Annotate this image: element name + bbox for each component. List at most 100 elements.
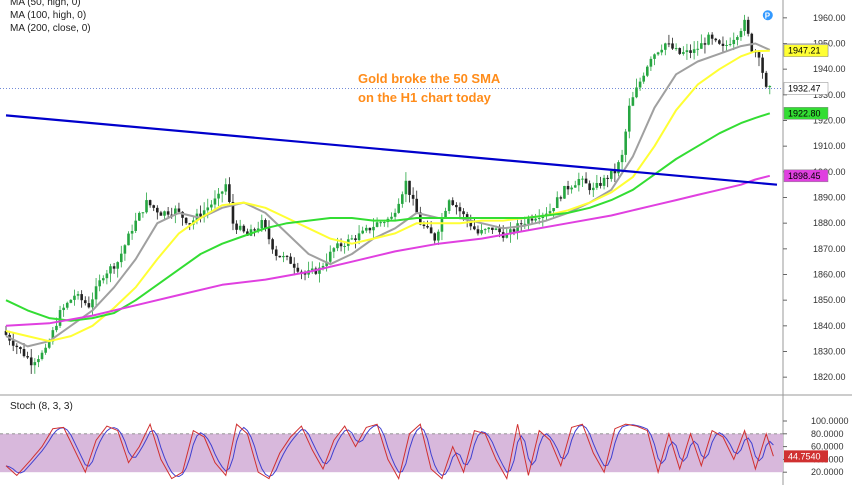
- candle-body: [174, 208, 177, 215]
- candle-body: [728, 44, 732, 46]
- candle-body: [235, 223, 238, 230]
- candle-body: [181, 211, 184, 218]
- candle-body: [429, 227, 433, 234]
- price-tag: [783, 44, 829, 57]
- legend-ma-200: MA (200, close, 0): [10, 23, 91, 34]
- candle-body: [238, 225, 242, 230]
- y-tick-label: 1890.00: [813, 193, 846, 203]
- candle-body: [736, 37, 739, 40]
- candle-body: [372, 226, 375, 231]
- y-tick-label: 1820.00: [813, 372, 846, 382]
- candle-body: [44, 347, 47, 353]
- candle-body: [761, 57, 764, 73]
- candle-body: [260, 220, 264, 229]
- candle-body: [404, 180, 408, 195]
- candle-body: [563, 185, 566, 199]
- series-ma-100: [5, 49, 770, 343]
- candle-body: [83, 300, 87, 304]
- y-tick-label: 1940.00: [813, 64, 846, 74]
- candle-body: [606, 177, 609, 179]
- candle-body: [148, 200, 152, 206]
- candle-body: [505, 234, 509, 238]
- candle-body: [22, 349, 26, 357]
- candle-body: [65, 302, 69, 308]
- stoch-tick-label: 80.0000: [811, 429, 844, 439]
- candle-body: [642, 75, 645, 82]
- candle-body: [332, 248, 336, 252]
- candle-body: [382, 222, 386, 224]
- candle-body: [224, 184, 228, 192]
- candle-body: [116, 262, 119, 269]
- candle-body: [487, 227, 491, 230]
- price-tag-label: 1922.80: [788, 108, 821, 118]
- candle-body: [584, 178, 588, 184]
- candle-body: [134, 220, 138, 231]
- candle-body: [656, 52, 660, 55]
- y-tick-label: 1840.00: [813, 321, 846, 331]
- annotation-line-2: on the H1 chart today: [358, 90, 491, 105]
- candle-body: [26, 356, 29, 358]
- candle-body: [721, 43, 725, 46]
- candle-body: [199, 213, 202, 217]
- candle-body: [19, 347, 22, 350]
- candle-body: [437, 231, 440, 241]
- candle-body: [202, 210, 206, 217]
- y-tick-label: 1870.00: [813, 244, 846, 254]
- candle-body: [33, 362, 37, 366]
- candle-body: [426, 226, 429, 228]
- candle-body: [483, 229, 487, 231]
- candle-body: [285, 255, 289, 257]
- candle-body: [152, 205, 156, 208]
- candle-body: [458, 207, 462, 212]
- candle-body: [296, 267, 300, 272]
- candle-body: [318, 267, 321, 274]
- candle-body: [512, 229, 516, 232]
- candle-body: [159, 212, 163, 216]
- candle-body: [264, 220, 267, 229]
- candle-body: [328, 251, 332, 262]
- candle-body: [29, 357, 33, 366]
- candle-body: [559, 197, 563, 199]
- candle-body: [750, 33, 754, 52]
- candle-body: [228, 184, 231, 202]
- candle-body: [390, 216, 393, 219]
- price-tag: [783, 82, 829, 95]
- candle-body: [210, 204, 213, 208]
- candle-body: [667, 43, 671, 45]
- candle-body: [156, 207, 159, 213]
- candle-body: [184, 217, 188, 224]
- p-marker-icon: [762, 10, 773, 21]
- price-tag-label: 1898.45: [788, 171, 821, 181]
- candle-body: [274, 249, 278, 256]
- candle-body: [631, 97, 635, 106]
- candle-body: [545, 213, 548, 215]
- candle-body: [130, 230, 134, 234]
- candle-body: [58, 310, 62, 326]
- candle-body: [768, 86, 772, 88]
- candle-body: [213, 198, 217, 205]
- series-ma-50: [5, 42, 771, 348]
- candle-body: [397, 203, 401, 213]
- legend-ma-100: MA (100, high, 0): [10, 10, 87, 21]
- candle-body: [573, 185, 577, 188]
- candle-body: [101, 278, 105, 281]
- candle-body: [242, 225, 246, 232]
- candle-body: [617, 162, 620, 174]
- candle-body: [336, 243, 339, 249]
- candle-body: [707, 34, 710, 45]
- price-tag: [783, 169, 829, 183]
- candle-body: [354, 238, 357, 241]
- price-tag-label: 1932.47: [788, 83, 821, 93]
- price-tag: [783, 107, 829, 120]
- candle-body: [310, 268, 314, 271]
- candle-body: [40, 352, 44, 360]
- candle-body: [123, 245, 127, 254]
- candle-body: [440, 217, 444, 232]
- candle-body: [685, 50, 689, 53]
- candle-body: [415, 198, 419, 213]
- candle-body: [469, 220, 473, 227]
- candle-body: [361, 230, 364, 234]
- candle-body: [599, 182, 602, 186]
